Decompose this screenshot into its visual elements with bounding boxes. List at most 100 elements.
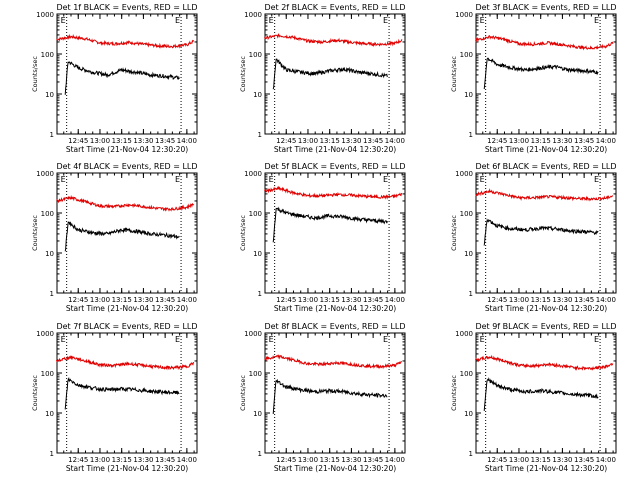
x-tick-label: 12:45 bbox=[68, 296, 88, 304]
plot-frame bbox=[475, 172, 617, 294]
y-tick-label: 1000 bbox=[455, 170, 473, 178]
plot-frame bbox=[56, 13, 198, 135]
y-axis-label: Counts/sec bbox=[239, 56, 247, 92]
event-marker-label: E bbox=[269, 175, 274, 184]
y-tick-label: 1000 bbox=[455, 330, 473, 338]
x-tick-label: 13:45 bbox=[155, 296, 175, 304]
y-tick-label: 1000 bbox=[244, 11, 262, 19]
chart-panel-7: Det 7f BLACK = Events, RED = LLD 1 10 100 10… bbox=[31, 322, 198, 473]
x-tick-label: 14:00 bbox=[177, 296, 197, 304]
chart-panel-8: Det 8f BLACK = Events, RED = LLD 1 10 100 10… bbox=[239, 322, 406, 473]
plot-frame bbox=[56, 172, 198, 294]
x-tick-label: 13:15 bbox=[531, 137, 551, 145]
x-tick-label: 12:45 bbox=[276, 456, 296, 464]
y-tick-label: 10 bbox=[464, 91, 473, 99]
series-line-events bbox=[483, 57, 599, 90]
x-tick-label: 14:00 bbox=[385, 296, 405, 304]
x-tick-label: 12:45 bbox=[68, 456, 88, 464]
x-tick-label: 13:30 bbox=[552, 456, 572, 464]
x-tick-label: 12:45 bbox=[276, 296, 296, 304]
y-axis-label: Counts/sec bbox=[239, 375, 247, 411]
event-marker-label: E bbox=[269, 335, 274, 344]
y-axis-label: Counts/sec bbox=[450, 375, 458, 411]
y-tick-label: 1000 bbox=[36, 11, 54, 19]
x-tick-label: 12:45 bbox=[487, 456, 507, 464]
y-tick-label: 100 bbox=[41, 210, 54, 218]
series-line-events bbox=[483, 377, 599, 411]
y-axis-label: Counts/sec bbox=[31, 215, 39, 251]
event-marker-label: E bbox=[480, 335, 485, 344]
series-line-lld bbox=[264, 33, 403, 48]
x-tick-label: 13:45 bbox=[574, 456, 594, 464]
chart-title: Det 3f BLACK = Events, RED = LLD bbox=[475, 3, 616, 12]
x-tick-label: 13:00 bbox=[298, 137, 318, 145]
y-tick-label: 10 bbox=[253, 250, 262, 258]
x-tick-label: 13:30 bbox=[341, 137, 361, 145]
y-tick-label: 100 bbox=[249, 210, 262, 218]
x-tick-label: 13:45 bbox=[155, 456, 175, 464]
y-tick-label: 1 bbox=[50, 450, 54, 458]
event-marker-label: E bbox=[269, 16, 274, 25]
event-marker-label: E bbox=[175, 335, 180, 344]
y-axis-label: Counts/sec bbox=[450, 215, 458, 251]
plot-frame bbox=[475, 332, 617, 454]
x-axis-label: Start Time (21-Nov-04 12:30:20) bbox=[274, 464, 396, 473]
x-tick-label: 14:00 bbox=[385, 137, 405, 145]
x-tick-label: 12:45 bbox=[68, 137, 88, 145]
y-tick-label: 100 bbox=[460, 210, 473, 218]
x-tick-label: 13:15 bbox=[112, 296, 132, 304]
series-line-lld bbox=[56, 33, 194, 49]
y-tick-label: 100 bbox=[41, 51, 54, 59]
series-line-lld bbox=[475, 34, 614, 51]
series-line-events bbox=[272, 58, 388, 90]
chart-title: Det 7f BLACK = Events, RED = LLD bbox=[56, 322, 197, 331]
x-tick-label: 12:45 bbox=[276, 137, 296, 145]
x-tick-label: 13:00 bbox=[90, 456, 110, 464]
plot-frame bbox=[264, 172, 406, 294]
x-tick-label: 13:15 bbox=[320, 137, 340, 145]
plot-frame bbox=[56, 332, 198, 454]
chart-panel-5: Det 5f BLACK = Events, RED = LLD 1 10 100 10… bbox=[239, 162, 406, 313]
x-tick-label: 13:45 bbox=[574, 296, 594, 304]
y-tick-label: 100 bbox=[249, 370, 262, 378]
x-tick-label: 13:00 bbox=[90, 137, 110, 145]
x-tick-label: 14:00 bbox=[596, 296, 616, 304]
event-marker-label: E bbox=[175, 16, 180, 25]
y-tick-label: 1000 bbox=[455, 11, 473, 19]
y-axis-label: Counts/sec bbox=[31, 375, 39, 411]
x-tick-label: 13:15 bbox=[320, 296, 340, 304]
x-tick-label: 13:45 bbox=[155, 137, 175, 145]
series-line-lld bbox=[264, 354, 402, 370]
x-tick-label: 13:15 bbox=[112, 137, 132, 145]
y-axis-label: Counts/sec bbox=[31, 56, 39, 92]
y-tick-label: 1000 bbox=[244, 330, 262, 338]
chart-title: Det 5f BLACK = Events, RED = LLD bbox=[264, 162, 405, 171]
x-tick-label: 13:30 bbox=[552, 296, 572, 304]
y-tick-label: 10 bbox=[464, 410, 473, 418]
x-tick-label: 14:00 bbox=[177, 137, 197, 145]
event-marker-label: E bbox=[480, 175, 485, 184]
series-line-events bbox=[483, 218, 599, 246]
event-marker-label: E bbox=[383, 335, 388, 344]
chart-title: Det 6f BLACK = Events, RED = LLD bbox=[475, 162, 616, 171]
chart-panel-3: Det 3f BLACK = Events, RED = LLD 1 10 100 10… bbox=[450, 3, 617, 154]
y-tick-label: 1 bbox=[258, 290, 262, 298]
x-tick-label: 13:45 bbox=[363, 137, 383, 145]
chart-panel-6: Det 6f BLACK = Events, RED = LLD 1 10 100 10… bbox=[450, 162, 617, 313]
x-tick-label: 13:45 bbox=[363, 456, 383, 464]
event-marker-label: E bbox=[61, 175, 66, 184]
event-marker-label: E bbox=[383, 175, 388, 184]
chart-panel-4: Det 4f BLACK = Events, RED = LLD 1 10 100 10… bbox=[31, 162, 198, 313]
x-axis-label: Start Time (21-Nov-04 12:30:20) bbox=[485, 145, 607, 154]
series-line-events bbox=[64, 221, 180, 252]
y-tick-label: 10 bbox=[45, 410, 54, 418]
x-axis-label: Start Time (21-Nov-04 12:30:20) bbox=[66, 304, 188, 313]
chart-title: Det 2f BLACK = Events, RED = LLD bbox=[264, 3, 405, 12]
x-tick-label: 14:00 bbox=[177, 456, 197, 464]
event-marker-label: E bbox=[175, 175, 180, 184]
chart-title: Det 8f BLACK = Events, RED = LLD bbox=[264, 322, 405, 331]
x-tick-label: 13:15 bbox=[531, 296, 551, 304]
event-marker-label: E bbox=[383, 16, 388, 25]
plot-frame bbox=[264, 13, 406, 135]
